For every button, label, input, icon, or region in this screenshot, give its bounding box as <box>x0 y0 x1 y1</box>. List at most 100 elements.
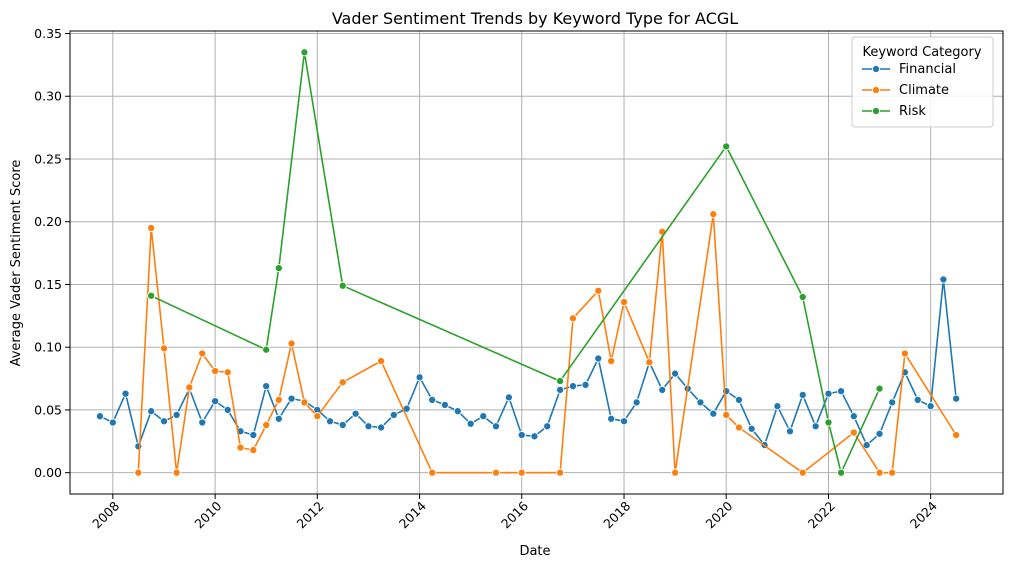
y-tick-label: 0.20 <box>34 214 62 229</box>
data-point-financial <box>517 430 526 440</box>
data-point-financial <box>811 422 820 431</box>
data-point-financial <box>747 424 756 433</box>
data-point-financial <box>696 398 705 407</box>
data-point-financial <box>159 417 169 426</box>
data-point-financial <box>108 418 117 427</box>
data-point-financial <box>875 429 884 438</box>
data-point-financial <box>556 385 565 394</box>
data-point-financial <box>134 442 143 451</box>
y-tick-label: 0.10 <box>34 340 62 355</box>
data-point-risk <box>147 291 156 300</box>
data-point-financial <box>198 418 207 427</box>
series-climate <box>134 210 961 477</box>
data-point-financial <box>773 402 782 411</box>
data-point-financial <box>147 407 156 416</box>
x-tick-label: 2010 <box>191 498 224 531</box>
data-point-climate <box>645 358 654 367</box>
data-point-climate <box>671 468 680 477</box>
data-point-climate <box>722 410 731 420</box>
data-point-financial <box>607 414 616 423</box>
x-tick-label: 2018 <box>600 498 633 531</box>
data-point-financial <box>428 395 437 404</box>
data-point-financial <box>785 427 795 436</box>
y-tick-label: 0.00 <box>34 465 62 480</box>
data-point-financial <box>95 412 104 421</box>
data-point-climate <box>734 423 743 432</box>
data-point-climate <box>134 468 143 477</box>
data-point-financial <box>479 412 488 421</box>
x-tick-label: 2016 <box>498 498 531 531</box>
data-point-financial <box>619 417 629 426</box>
data-point-risk <box>875 384 884 393</box>
data-point-financial <box>377 423 386 432</box>
data-point-climate <box>198 349 207 358</box>
data-point-financial <box>338 420 347 430</box>
data-point-financial <box>466 419 475 428</box>
data-point-climate <box>849 428 858 437</box>
data-point-financial <box>491 422 501 431</box>
data-point-financial <box>926 402 935 411</box>
data-point-financial <box>632 398 641 407</box>
data-point-climate <box>517 468 526 477</box>
y-axis-label: Average Vader Sentiment Score <box>9 160 24 367</box>
data-point-climate <box>875 468 884 477</box>
y-tick-label: 0.25 <box>34 151 62 166</box>
legend-label-financial: Financial <box>899 62 956 77</box>
data-point-climate <box>172 468 181 477</box>
data-point-climate <box>607 356 616 366</box>
data-point-financial <box>913 395 922 404</box>
y-axis-ticks: 0.00 0.05 0.10 0.15 0.20 0.25 0.30 0.35 <box>34 26 70 480</box>
data-point-financial <box>262 382 271 391</box>
data-point-climate <box>568 314 578 323</box>
data-point-financial <box>325 417 335 426</box>
data-point-financial <box>440 400 449 409</box>
data-point-climate <box>313 412 322 421</box>
data-point-risk <box>262 345 271 354</box>
data-point-climate <box>223 368 232 377</box>
legend-item-risk: Risk <box>862 104 926 119</box>
data-point-financial <box>671 369 680 378</box>
data-point-climate <box>300 398 309 407</box>
data-point-climate <box>377 356 386 366</box>
data-point-climate <box>594 286 603 295</box>
data-point-climate <box>338 378 347 387</box>
x-tick-label: 2012 <box>294 498 327 531</box>
data-point-financial <box>415 373 424 382</box>
legend-label-climate: Climate <box>899 83 949 98</box>
data-point-financial <box>798 390 807 399</box>
chart-title: Vader Sentiment Trends by Keyword Type f… <box>332 9 738 28</box>
data-point-financial <box>862 441 871 450</box>
legend-marker-risk <box>871 106 881 116</box>
data-point-risk <box>837 468 846 477</box>
series-line-climate <box>137 213 957 474</box>
data-point-risk <box>798 292 807 302</box>
data-point-financial <box>351 409 360 418</box>
x-tick-label: 2014 <box>396 498 429 531</box>
y-tick-label: 0.35 <box>34 26 62 41</box>
x-axis-ticks: 2008 2010 2012 2014 2016 2018 2020 2022 2024 <box>89 494 940 531</box>
data-point-climate <box>147 223 156 233</box>
data-point-financial <box>837 387 846 396</box>
data-point-financial <box>287 394 296 403</box>
legend-item-climate: Climate <box>862 83 949 98</box>
data-point-climate <box>952 430 961 440</box>
data-point-financial <box>581 380 590 389</box>
data-point-climate <box>211 366 220 376</box>
data-point-financial <box>364 422 373 431</box>
data-point-risk <box>722 142 731 151</box>
data-point-risk <box>824 418 833 427</box>
data-point-climate <box>709 210 718 219</box>
data-point-climate <box>900 349 909 358</box>
y-tick-label: 0.05 <box>34 402 62 417</box>
data-point-risk <box>274 264 283 273</box>
data-point-financial <box>734 395 743 404</box>
data-point-climate <box>262 420 271 430</box>
data-point-financial <box>172 410 181 420</box>
x-tick-label: 2008 <box>89 498 122 531</box>
data-point-financial <box>211 397 220 406</box>
data-point-financial <box>939 275 948 284</box>
data-point-financial <box>952 394 961 403</box>
data-point-financial <box>453 407 462 416</box>
data-point-risk <box>556 377 565 386</box>
